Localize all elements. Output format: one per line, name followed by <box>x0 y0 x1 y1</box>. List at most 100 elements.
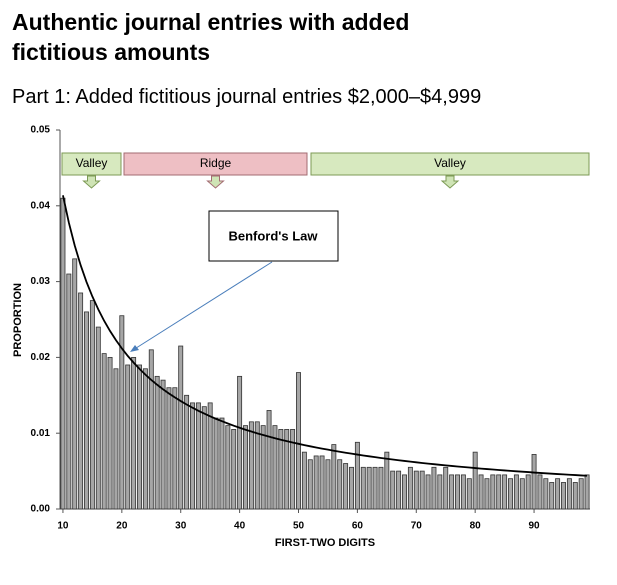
bar <box>78 292 84 510</box>
bar <box>508 478 513 510</box>
bar <box>243 425 248 510</box>
bar <box>89 300 95 510</box>
bar <box>248 421 254 510</box>
bar <box>166 387 172 510</box>
callout-label: Benford's Law <box>228 228 318 243</box>
bar <box>107 356 113 510</box>
bar <box>290 429 296 510</box>
bar <box>331 444 337 510</box>
bar <box>142 368 148 510</box>
bar <box>396 470 402 510</box>
bar <box>60 197 66 510</box>
bar <box>384 451 390 510</box>
bar <box>95 326 101 510</box>
bar <box>566 478 572 510</box>
bar <box>555 478 561 510</box>
bar <box>460 474 466 510</box>
callout-arrowhead <box>130 345 139 352</box>
chart-subtitle: Part 1: Added fictitious journal entries… <box>12 86 481 108</box>
bar <box>572 482 578 510</box>
y-axis-label: PROPORTION <box>12 283 24 357</box>
bar <box>407 466 413 510</box>
bar <box>137 364 142 510</box>
bar <box>449 474 455 510</box>
region-label: Valley <box>434 156 466 170</box>
bar <box>131 356 137 510</box>
y-tick-label: 0.03 <box>31 276 51 287</box>
bar <box>402 474 407 510</box>
bar <box>366 466 372 510</box>
chart-title: fictitious amounts <box>12 39 210 65</box>
bar <box>372 466 378 510</box>
region-box <box>61 152 122 176</box>
bar <box>325 459 331 510</box>
y-tick-label: 0.01 <box>31 428 51 439</box>
bar <box>237 375 243 510</box>
bar <box>513 474 519 510</box>
bar <box>113 368 119 510</box>
bar <box>425 474 431 510</box>
y-tick-label: 0.02 <box>31 352 51 363</box>
y-tick-label: 0.05 <box>31 125 51 136</box>
callout-arrow <box>132 261 273 351</box>
bar <box>466 478 472 510</box>
x-tick-label: 80 <box>470 521 482 532</box>
bar <box>313 455 319 510</box>
x-tick-label: 30 <box>175 521 187 532</box>
bar <box>337 459 343 510</box>
bar <box>472 451 478 510</box>
bar <box>284 429 290 510</box>
x-axis-label: FIRST-TWO DIGITS <box>275 537 375 549</box>
bar <box>531 454 537 510</box>
region-label: Valley <box>76 156 108 170</box>
x-tick-label: 70 <box>411 521 423 532</box>
bar <box>160 379 166 510</box>
bar <box>496 474 502 510</box>
bar <box>490 474 496 510</box>
bar <box>219 417 225 510</box>
bar <box>543 478 549 510</box>
callout-box <box>208 210 339 262</box>
bar <box>278 429 284 510</box>
bar <box>525 474 531 510</box>
bar <box>455 474 460 510</box>
region-arrow <box>82 175 101 189</box>
bar <box>201 406 207 510</box>
bar <box>478 474 484 510</box>
x-tick-label: 10 <box>57 521 69 532</box>
bar <box>549 482 555 510</box>
bar <box>378 466 384 510</box>
bar <box>190 402 195 510</box>
bar <box>272 425 278 510</box>
bar <box>254 421 260 510</box>
bar <box>231 429 237 510</box>
y-tick-label: 0.00 <box>31 504 51 515</box>
bar <box>301 451 307 510</box>
bar <box>319 455 325 510</box>
bar <box>502 474 508 510</box>
bar <box>443 466 449 510</box>
bar <box>184 394 190 510</box>
x-tick-label: 40 <box>234 521 246 532</box>
bar <box>207 402 213 510</box>
bar <box>578 478 584 510</box>
chart-title: Authentic journal entries with added <box>12 9 409 35</box>
bar <box>431 466 437 510</box>
bar <box>260 425 266 510</box>
bar <box>307 459 313 510</box>
bar <box>419 470 425 510</box>
bar <box>66 273 72 510</box>
bar <box>101 353 107 510</box>
bar <box>72 258 78 510</box>
bar <box>584 474 590 510</box>
bar <box>213 417 219 510</box>
bar <box>148 349 154 510</box>
bar <box>519 478 525 510</box>
bar <box>225 425 231 510</box>
bar <box>172 387 178 510</box>
y-tick-label: 0.04 <box>31 200 51 211</box>
region-arrow <box>206 175 225 189</box>
region-box <box>310 152 590 176</box>
bar <box>484 478 490 510</box>
bar <box>119 315 125 510</box>
